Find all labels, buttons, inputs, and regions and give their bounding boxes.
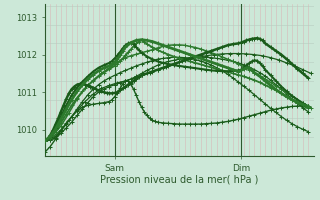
X-axis label: Pression niveau de la mer( hPa ): Pression niveau de la mer( hPa ) — [100, 174, 258, 184]
